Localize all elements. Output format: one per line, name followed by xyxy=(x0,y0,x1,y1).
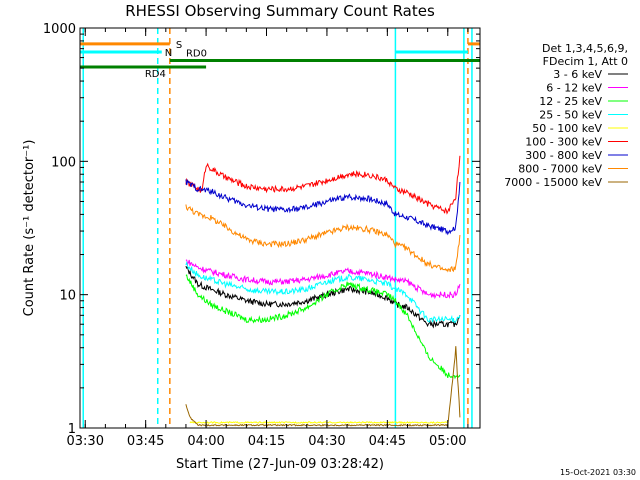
legend-label-4: 50 - 100 keV xyxy=(532,122,602,135)
legend-label-8: 7000 - 15000 keV xyxy=(504,176,602,189)
y-tick-label-3: 1000 xyxy=(43,22,76,37)
x-tick-label-0: 03:30 xyxy=(67,434,104,449)
series-lines xyxy=(185,155,461,427)
legend-label-3: 25 - 50 keV xyxy=(539,109,602,122)
plot-frame xyxy=(79,27,481,429)
legend-label-6: 300 - 800 keV xyxy=(525,149,602,162)
legend-label-1: 6 - 12 keV xyxy=(546,82,602,95)
series-line-8 xyxy=(185,346,461,427)
series-line-4 xyxy=(189,420,449,424)
x-tick-label-2: 04:00 xyxy=(187,434,224,449)
series-line-2 xyxy=(185,274,461,380)
series-line-6 xyxy=(185,179,461,236)
series-line-3 xyxy=(185,261,461,323)
chart-title: RHESSI Observing Summary Count Rates xyxy=(125,2,435,20)
legend-label-5: 100 - 300 keV xyxy=(525,136,602,149)
y-tick-label-0: 1 xyxy=(68,422,76,437)
legend-label-2: 12 - 25 keV xyxy=(539,95,602,108)
x-tick-label-4: 04:30 xyxy=(308,434,345,449)
x-axis-ticks: 03:30 03:45 04:00 04:15 04:30 04:45 05:00 xyxy=(67,28,469,449)
x-tick-label-3: 04:15 xyxy=(248,434,285,449)
legend-label-0: 3 - 6 keV xyxy=(553,68,602,81)
legend-header-line-2: FDecim 1, Att 0 xyxy=(543,55,628,68)
legend: Det 1,3,4,5,6,9, FDecim 1, Att 0 3 - 6 k… xyxy=(504,42,628,189)
x-tick-label-5: 04:45 xyxy=(369,434,406,449)
y-tick-label-1: 10 xyxy=(59,289,76,304)
series-line-5 xyxy=(185,155,461,215)
state-flags: SN RD0 RD4 xyxy=(80,40,480,80)
y-tick-label-2: 100 xyxy=(51,155,76,170)
flag-rd0-label: RD0 xyxy=(186,49,207,60)
y-axis-ticks: 1 10 100 1000 xyxy=(43,22,480,437)
vertical-markers xyxy=(82,28,473,428)
x-tick-label-1: 03:45 xyxy=(127,434,164,449)
x-axis-label: Start Time (27-Jun-09 03:28:42) xyxy=(176,457,384,472)
footer-timestamp: 15-Oct-2021 03:30 xyxy=(560,468,636,477)
y-axis-label: Count Rate (s⁻¹ detector⁻¹) xyxy=(22,140,37,317)
series-line-0 xyxy=(185,265,461,329)
legend-header-line-1: Det 1,3,4,5,6,9, xyxy=(542,42,628,55)
flag-n-label: N xyxy=(165,48,172,59)
legend-label-7: 800 - 7000 keV xyxy=(518,163,602,176)
series-line-7 xyxy=(185,204,461,273)
series-line-1 xyxy=(185,259,461,300)
flag-s-label: S xyxy=(176,40,182,51)
flag-rd4-label: RD4 xyxy=(145,69,166,80)
x-tick-label-6: 05:00 xyxy=(429,434,466,449)
